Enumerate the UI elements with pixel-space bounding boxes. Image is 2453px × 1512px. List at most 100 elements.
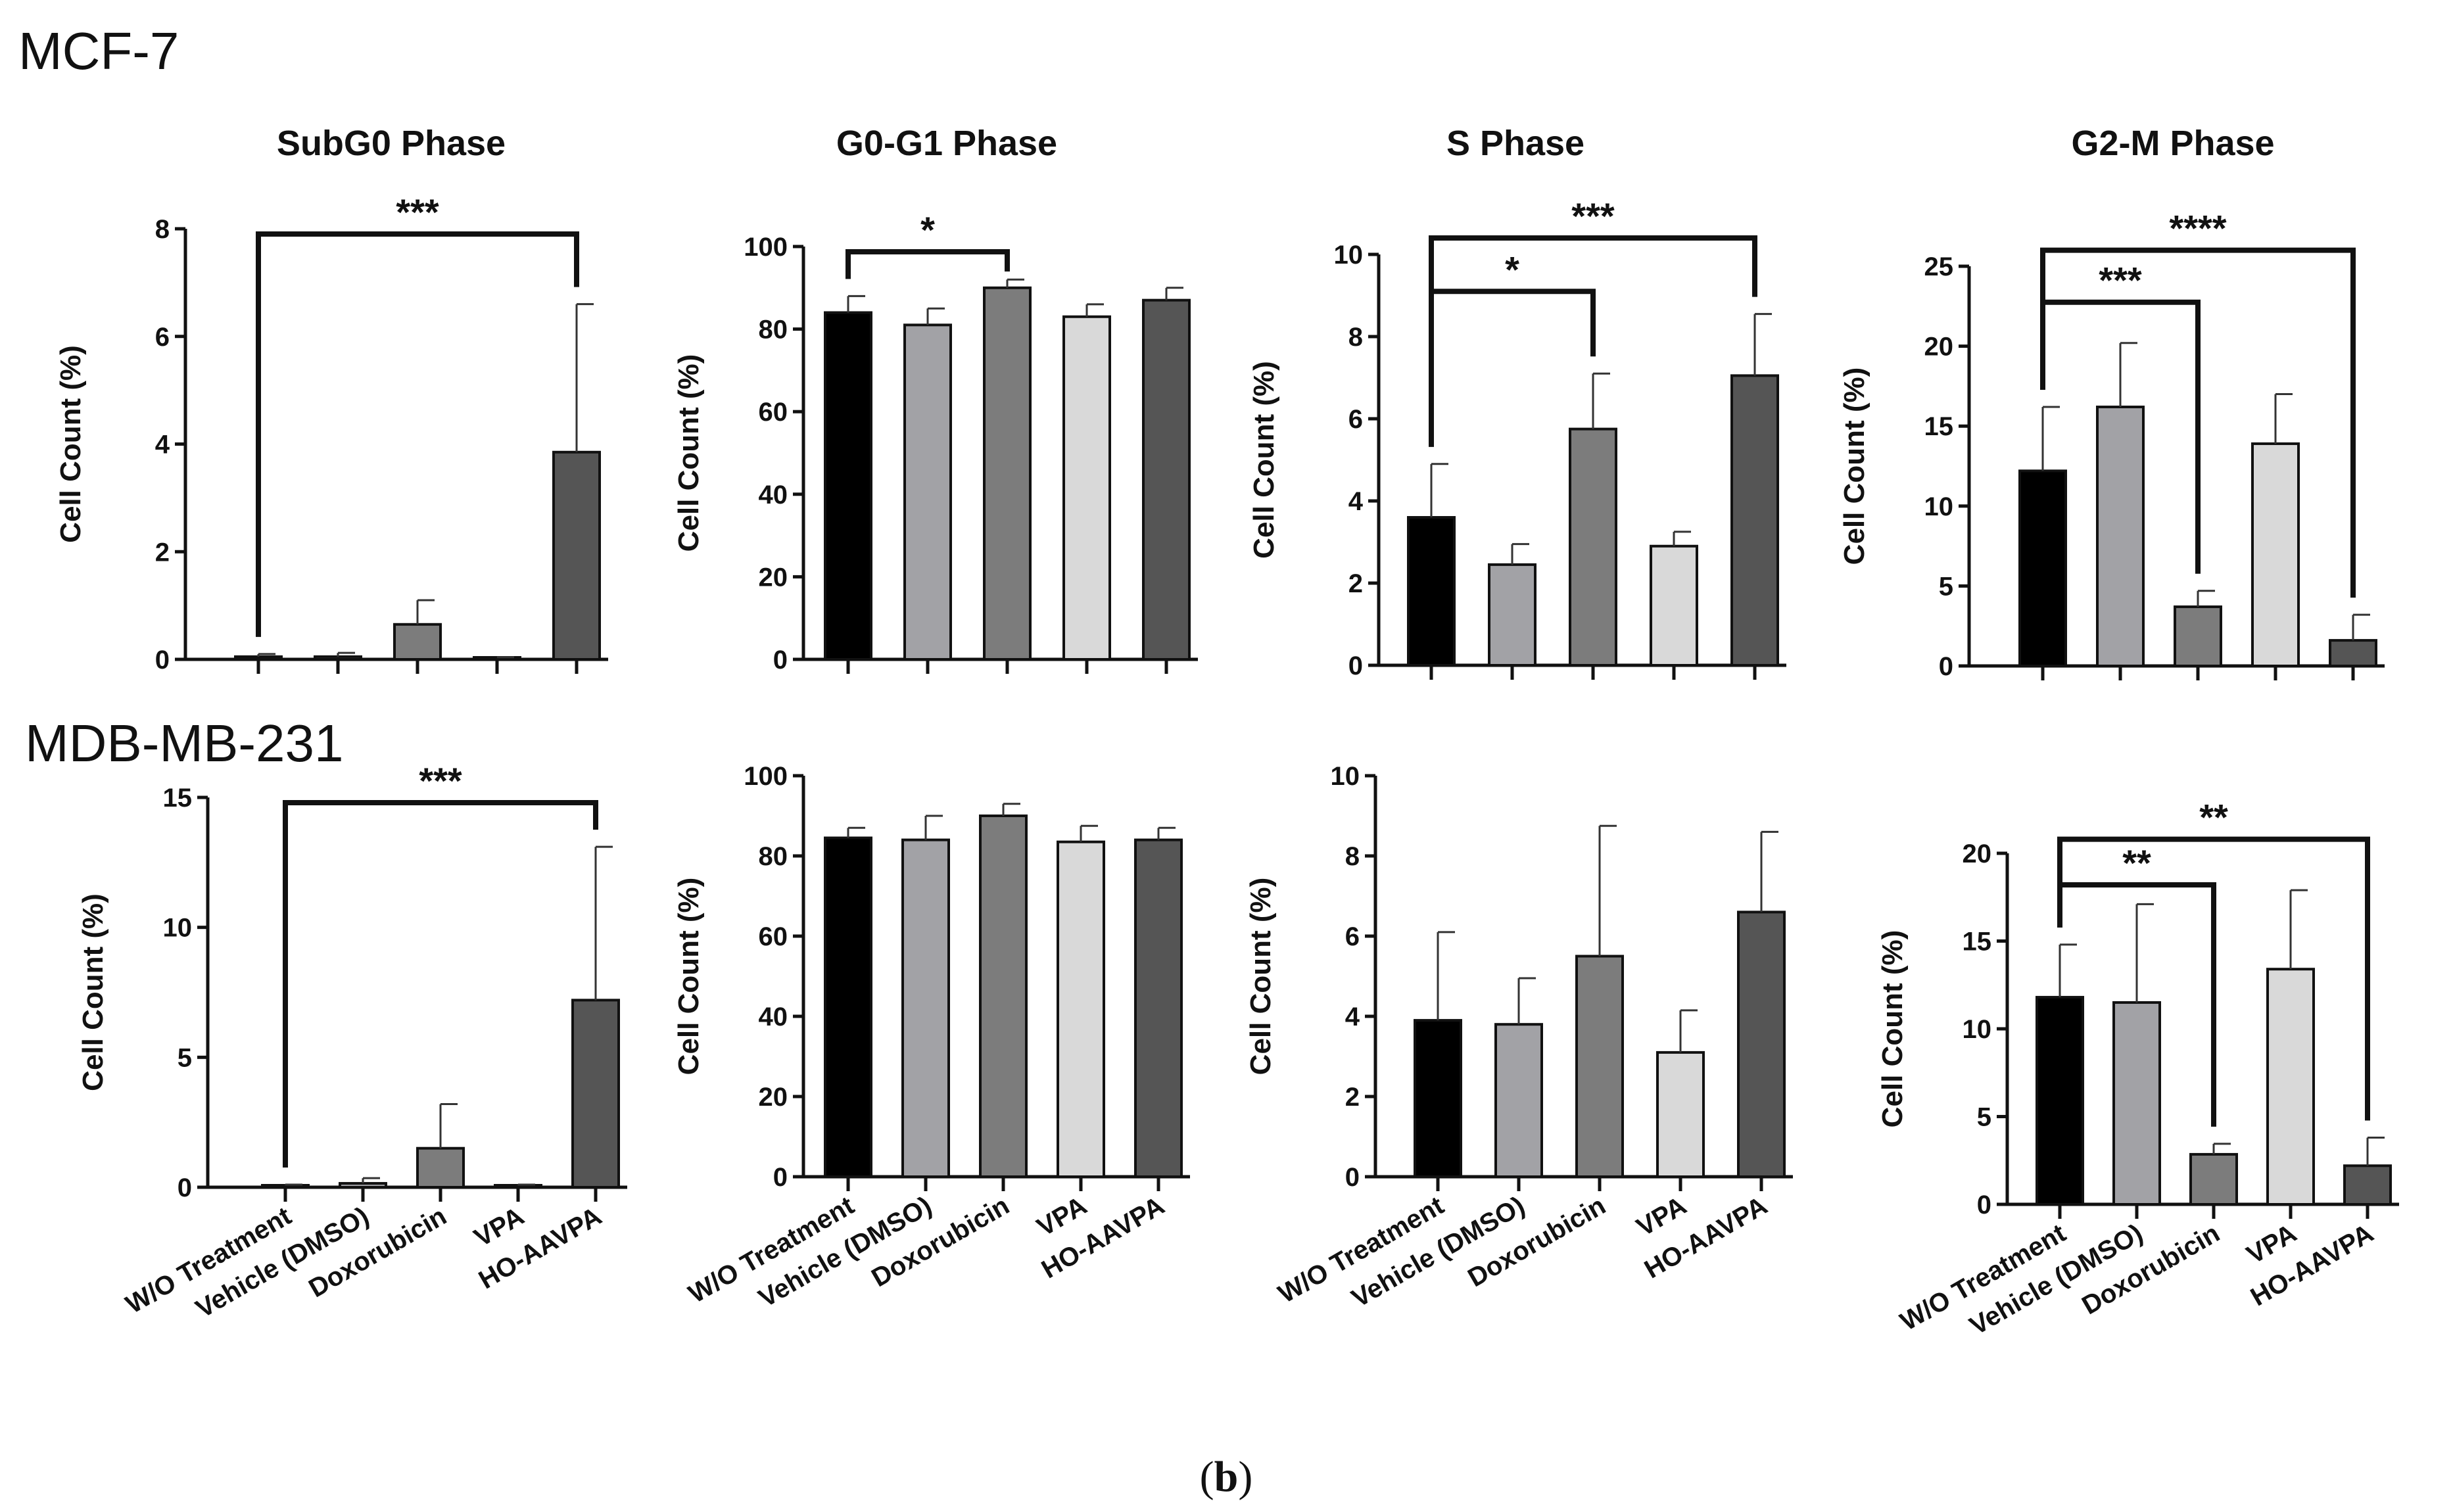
bar-doxorubicin	[983, 286, 1032, 661]
bar-w-o-treatment	[824, 836, 872, 1179]
bar-ho-aavpa	[1737, 910, 1786, 1179]
significance-bracket	[1429, 289, 1596, 447]
caption-letter: b	[1214, 1453, 1239, 1501]
y-tick-label: 5	[1977, 1103, 1991, 1132]
figure-caption: (b)	[1200, 1453, 1253, 1501]
bar-w-o-treatment	[2018, 469, 2067, 668]
y-tick-label: 20	[1924, 333, 1954, 362]
y-axis-title: Cell Count (%)	[1876, 930, 1909, 1128]
bar-doxorubicin	[1569, 427, 1617, 667]
bar-ho-aavpa	[1142, 298, 1191, 661]
panel-title: G0-G1 Phase	[836, 124, 1057, 163]
bar-doxorubicin	[2174, 605, 2222, 667]
y-tick-label: 5	[178, 1043, 192, 1072]
bar-ho-aavpa	[1134, 838, 1183, 1178]
y-tick-label: 60	[759, 398, 788, 427]
bar-w-o-treatment	[234, 655, 283, 661]
y-tick-label: 0	[178, 1173, 192, 1202]
bar-vpa	[1656, 1051, 1705, 1179]
y-tick-label: 20	[1963, 839, 1992, 868]
panel-mcf7-g0-g1-phase: G0-G1 Phase Cell Count (%) 0 20 40 60 80 100 *	[673, 124, 1198, 674]
y-axis-title: Cell Count (%)	[1245, 878, 1277, 1075]
y-tick-label: 40	[759, 481, 788, 509]
y-tick-label: 15	[1963, 928, 1992, 957]
y-tick-label: 0	[155, 646, 170, 674]
bar-vehicle-dmso	[2096, 406, 2145, 667]
y-tick-label: 60	[759, 922, 788, 951]
significance-label: *	[920, 209, 935, 250]
y-tick-label: 15	[1924, 412, 1954, 441]
bar-ho-aavpa	[552, 450, 601, 661]
significance-bracket	[1429, 235, 1757, 447]
bar-doxorubicin	[979, 815, 1028, 1178]
significance-bracket	[283, 800, 598, 1168]
significance-bracket	[2040, 247, 2356, 598]
caption-close: )	[1238, 1453, 1252, 1501]
y-tick-label: 25	[1924, 252, 1954, 281]
y-axis-title: Cell Count (%)	[55, 345, 87, 543]
bar-vehicle-dmso	[901, 838, 950, 1178]
y-tick-label: 0	[773, 1163, 788, 1192]
y-tick-label: 40	[759, 1003, 788, 1031]
bar-vehicle-dmso	[903, 323, 952, 661]
y-tick-label: 6	[1345, 922, 1360, 951]
significance-label: ***	[1571, 195, 1615, 237]
y-tick-label: 10	[1963, 1015, 1992, 1044]
y-axis-title: Cell Count (%)	[77, 893, 109, 1091]
bar-vpa	[2266, 968, 2315, 1206]
bar-doxorubicin	[416, 1146, 465, 1189]
x-tick-label-doxorubicin: Doxorubicin	[1463, 1191, 1610, 1293]
y-tick-label: 15	[163, 784, 193, 813]
significance-bracket	[256, 231, 579, 637]
bar-vpa	[1057, 840, 1105, 1179]
bar-w-o-treatment	[2036, 995, 2084, 1206]
y-tick-label: 2	[155, 538, 170, 567]
bar-w-o-treatment	[1407, 516, 1456, 667]
panel-mcf7-subg0-phase: SubG0 Phase Cell Count (%) 0 2 4 6 8 ***	[55, 124, 608, 674]
significance-label: **	[2122, 842, 2151, 884]
row-label-mcf7: MCF-7	[18, 22, 179, 80]
y-tick-label: 0	[773, 646, 788, 674]
significance-label: ****	[2169, 208, 2226, 249]
y-tick-label: 10	[1334, 241, 1364, 270]
significance-label: *	[1505, 248, 1519, 290]
y-tick-label: 10	[1331, 762, 1360, 791]
y-tick-label: 4	[1348, 487, 1364, 516]
bar-vehicle-dmso	[1488, 563, 1536, 667]
bar-vpa	[2251, 442, 2300, 668]
y-tick-label: 0	[1348, 651, 1363, 680]
bar-w-o-treatment	[824, 311, 872, 661]
row-label-mdb-mb-231: MDB-MB-231	[25, 714, 344, 772]
y-tick-label: 0	[1345, 1163, 1360, 1192]
y-tick-label: 5	[1939, 572, 1953, 601]
panel-title: SubG0 Phase	[277, 124, 506, 163]
y-tick-label: 2	[1348, 569, 1363, 598]
bar-vpa	[1650, 544, 1698, 667]
bar-w-o-treatment	[1414, 1019, 1462, 1178]
y-axis-title: Cell Count (%)	[1248, 361, 1280, 559]
y-tick-label: 20	[759, 1083, 788, 1112]
bar-doxorubicin	[1575, 955, 1624, 1178]
y-tick-label: 80	[759, 316, 788, 344]
bar-ho-aavpa	[2343, 1164, 2392, 1206]
y-tick-label: 100	[744, 762, 788, 791]
y-tick-label: 8	[1345, 842, 1360, 871]
significance-label: ***	[396, 191, 439, 233]
y-tick-label: 4	[1345, 1003, 1360, 1031]
bar-doxorubicin	[393, 623, 442, 661]
y-tick-label: 4	[155, 431, 170, 460]
y-tick-label: 100	[744, 233, 788, 262]
y-tick-label: 6	[155, 323, 170, 352]
y-axis-title: Cell Count (%)	[1838, 367, 1870, 565]
bar-doxorubicin	[2189, 1152, 2238, 1206]
y-tick-label: 10	[1924, 492, 1954, 521]
y-tick-label: 0	[1977, 1191, 1991, 1219]
y-axis-title: Cell Count (%)	[673, 878, 705, 1075]
significance-bracket	[2057, 836, 2370, 1121]
